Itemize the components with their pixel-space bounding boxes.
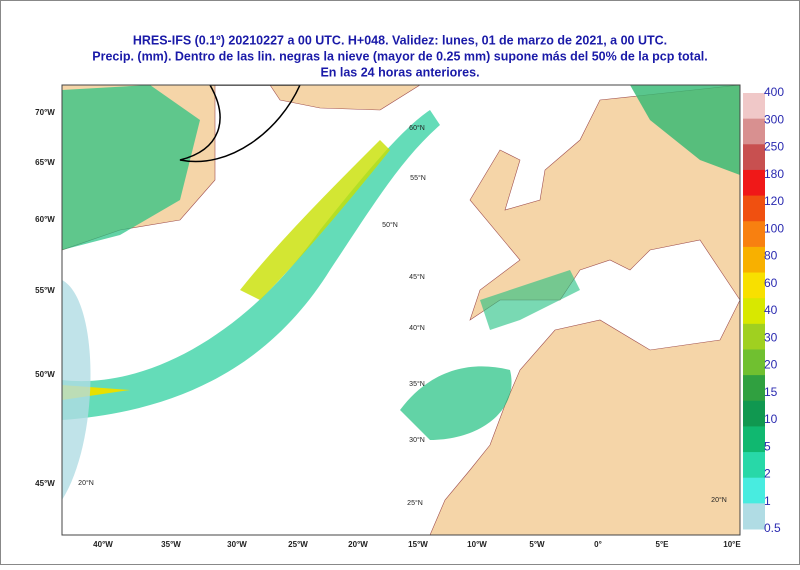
legend-label: 300 [764,112,784,126]
lon-label: 5°W [529,540,545,549]
legend-label: 1 [764,494,771,508]
legend-swatch [743,323,765,350]
legend-label: 10 [764,412,778,426]
lat-label: 50°N [382,221,398,229]
title-line: Precip. (mm). Dentro de las lin. negras … [92,49,707,63]
legend-label: 40 [764,303,778,317]
lat-label: 25°N [407,499,423,507]
legend-label: 15 [764,385,778,399]
lon-label: 10°E [723,540,741,549]
edge-label: 55°W [35,286,55,295]
edge-label: 50°W [35,370,55,379]
legend-label: 60 [764,276,778,290]
edge-label: 65°W [35,158,55,167]
lat-label: 40°N [409,324,425,332]
legend-label: 20 [764,358,778,372]
legend-label: 400 [764,85,784,99]
legend-label: 250 [764,140,784,154]
legend-swatch [743,426,765,453]
lon-label: 25°W [288,540,308,549]
lat-label: 45°N [409,273,425,281]
legend-swatch [743,272,765,299]
legend-label: 5 [764,439,771,453]
legend-swatch [743,195,765,222]
lat-label: 60°N [409,124,425,132]
legend-swatch [743,400,765,427]
edge-label: 45°W [35,479,55,488]
legend-swatch [743,144,765,171]
legend-swatch [743,118,765,145]
legend-swatch [743,477,765,504]
legend-label: 100 [764,221,784,235]
lon-label: 15°W [408,540,428,549]
legend-swatch [743,246,765,274]
lon-label: 10°W [467,540,487,549]
legend-swatch [743,298,765,325]
legend-swatch [743,349,765,376]
legend-swatch [743,169,765,197]
legend-swatch [743,452,765,479]
title-line: HRES-IFS (0.1º) 20210227 a 00 UTC. H+048… [133,33,667,47]
lon-label: 35°W [161,540,181,549]
legend-label: 180 [764,167,784,181]
lat-label: 55°N [410,174,426,182]
lat-label: 30°N [409,436,425,444]
edge-label: 70°W [35,108,55,117]
map [62,85,740,535]
legend-swatch [743,93,765,120]
legend-label: 30 [764,330,778,344]
legend-swatch [743,221,765,248]
legend-label: 120 [764,194,784,208]
legend-swatch [743,503,765,530]
lon-label: 40°W [93,540,113,549]
legend-label: 0.5 [764,521,781,535]
title-line: En las 24 horas anteriores. [320,65,479,79]
lat-label: 35°N [409,380,425,388]
legend-swatch [743,375,765,402]
lat-label: 20°N [711,496,727,504]
lon-label: 5°E [656,540,670,549]
lon-label: 20°W [348,540,368,549]
lat-label: 20°N [78,479,94,487]
legend-label: 2 [764,467,771,481]
lon-label: 30°W [227,540,247,549]
map-border [61,84,741,536]
lon-label: 0° [594,540,602,549]
edge-label: 60°W [35,215,55,224]
legend-label: 80 [764,249,778,263]
